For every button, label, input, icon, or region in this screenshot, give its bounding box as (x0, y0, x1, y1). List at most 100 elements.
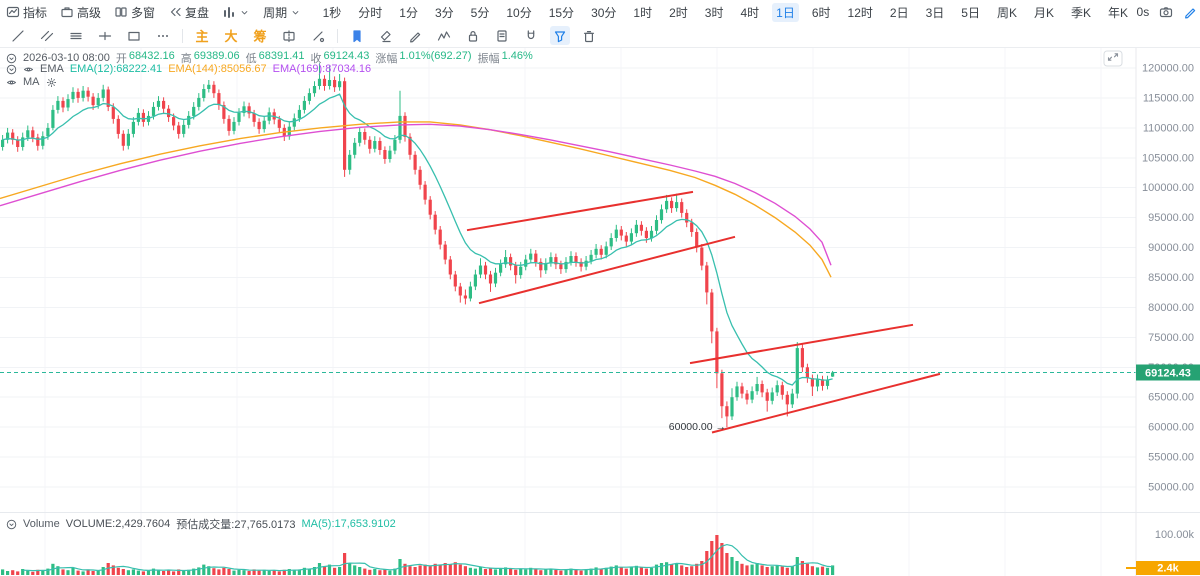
main-chart-toggle[interactable]: 主 (195, 29, 209, 44)
toolbar-left-group: 指标 高级 多窗 复盘 周期 (6, 4, 314, 21)
price-chart-pane: 120000.00 115000.00 110000.00 105000.00 1000… (0, 48, 1200, 512)
indicator-button[interactable]: 指标 (6, 4, 47, 21)
svg-text:55000.00: 55000.00 (1148, 452, 1194, 464)
horizontal-lines-tool[interactable] (66, 26, 86, 45)
more-tools-button[interactable] (153, 26, 173, 45)
pattern-tool[interactable] (434, 26, 454, 45)
chevron-down-icon (239, 7, 250, 18)
pencil-icon (1183, 5, 1197, 19)
timeframe-3时[interactable]: 3时 (704, 5, 724, 20)
timeframe-1日[interactable]: 1日 (772, 2, 799, 22)
indicator-icon (6, 5, 20, 19)
parallel-channel-tool[interactable] (37, 26, 57, 45)
timeframe-分时[interactable]: 分时 (358, 5, 383, 20)
high-value: 69389.06 (193, 50, 240, 62)
edit-tool[interactable] (405, 26, 425, 45)
volume-value: VOLUME:2,429.7604 (65, 518, 171, 530)
timeframe-1时[interactable]: 1时 (633, 5, 653, 20)
timeframe-年K[interactable]: 年K (1108, 5, 1129, 20)
close-value: 69124.43 (323, 50, 370, 62)
draw-button[interactable] (1183, 5, 1197, 19)
camera-icon (1159, 5, 1173, 19)
change-value: 1.01%(692.27) (399, 50, 472, 62)
open-value: 68432.16 (128, 50, 175, 62)
bookmark-tool[interactable] (347, 26, 367, 45)
toolbar-divider (182, 28, 183, 43)
timeframe-1分[interactable]: 1分 (399, 5, 418, 20)
multiwindow-button[interactable]: 多窗 (114, 4, 155, 21)
rect-icon (127, 29, 141, 43)
delete-tool[interactable] (579, 26, 599, 45)
large-chart-toggle[interactable]: 大 (224, 29, 238, 44)
pencil-icon (408, 29, 422, 43)
chip-distribution-toggle[interactable]: 筹 (253, 29, 267, 44)
ema-visibility-icon[interactable] (23, 64, 34, 75)
svg-text:95000.00: 95000.00 (1148, 212, 1194, 224)
toolbar-divider (337, 28, 338, 43)
timeframe-2时[interactable]: 2时 (669, 5, 688, 20)
maximize-pane-icon[interactable] (1103, 50, 1123, 67)
multiwindow-button-label: 多窗 (131, 5, 156, 20)
timeframe-4时[interactable]: 4时 (740, 5, 760, 20)
channel-icon (40, 29, 54, 43)
replay-button[interactable]: 复盘 (168, 4, 209, 21)
collapse-pane-icon[interactable] (6, 53, 17, 64)
lock-tool[interactable] (463, 26, 483, 45)
collapse-volume-icon[interactable] (6, 519, 17, 530)
timeframe-6时[interactable]: 6时 (811, 5, 831, 20)
svg-text:2.4k: 2.4k (1157, 563, 1179, 575)
replay-speed[interactable]: 0s (1137, 5, 1150, 19)
ma-settings-icon[interactable] (46, 77, 57, 88)
candle-datetime: 2026-03-10 08:00 (23, 52, 110, 64)
collapse-indicator-icon[interactable] (6, 64, 17, 75)
timeframe-周K[interactable]: 周K (996, 5, 1017, 20)
ema-mid-value: EMA(144):85056.67 (168, 63, 267, 75)
timeframe-3日[interactable]: 3日 (925, 5, 945, 20)
ma-visibility-icon[interactable] (6, 77, 17, 88)
screenshot-button[interactable] (1159, 5, 1173, 19)
timeframe-5日[interactable]: 5日 (961, 5, 980, 20)
rectangle-tool[interactable] (124, 26, 144, 45)
measure-icon (311, 29, 325, 43)
svg-text:85000.00: 85000.00 (1148, 272, 1194, 284)
magnet-tool[interactable] (521, 26, 541, 45)
timeframe-季K[interactable]: 季K (1071, 5, 1092, 20)
volume-chart-canvas[interactable]: 100.00k 2.4k (0, 513, 1200, 576)
period-dropdown-label: 周期 (263, 5, 288, 20)
timeframe-30分[interactable]: 30分 (591, 5, 617, 20)
period-dropdown[interactable]: 周期 (263, 4, 301, 21)
volume-badge: 2.4k (1136, 561, 1200, 575)
timeframe-月K[interactable]: 月K (1033, 5, 1054, 20)
pattern-icon (437, 29, 451, 43)
svg-text:100.00k: 100.00k (1155, 529, 1195, 541)
cross-line-icon (98, 29, 112, 43)
bookmark-icon (350, 29, 364, 43)
timeframe-3分[interactable]: 3分 (434, 5, 454, 20)
svg-text:100000.00: 100000.00 (1142, 182, 1194, 194)
chevron-down-icon (290, 7, 301, 18)
svg-text:90000.00: 90000.00 (1148, 242, 1194, 254)
timeframe-5分[interactable]: 5分 (470, 5, 490, 20)
candle-style-icon (222, 5, 236, 19)
eraser-tool[interactable] (376, 26, 396, 45)
timeframe-2日[interactable]: 2日 (889, 5, 909, 20)
flip-tool[interactable] (279, 26, 299, 45)
timeframe-1秒[interactable]: 1秒 (322, 5, 342, 20)
price-chart-canvas[interactable]: 120000.00 115000.00 110000.00 105000.00 1000… (0, 48, 1200, 512)
volume-pane: 100.00k 2.4k Volume VOLUME:2,429.7604 预估成… (0, 512, 1200, 576)
volume-legend: Volume VOLUME:2,429.7604 预估成交量:27,765.01… (6, 516, 396, 532)
filter-tool[interactable] (550, 26, 570, 45)
timeframe-12时[interactable]: 12时 (847, 5, 873, 20)
note-tool[interactable] (492, 26, 512, 45)
svg-text:60000.00: 60000.00 (1148, 422, 1194, 434)
open-label: 开 (115, 53, 127, 65)
flip-icon (282, 29, 296, 43)
timeframe-15分[interactable]: 15分 (548, 5, 575, 20)
cross-line-tool[interactable] (95, 26, 115, 45)
advanced-button[interactable]: 高级 (60, 4, 101, 21)
dots-icon (156, 29, 170, 43)
timeframe-10分[interactable]: 10分 (506, 5, 532, 20)
chart-style-dropdown[interactable] (222, 5, 250, 19)
trend-line-tool[interactable] (8, 26, 28, 45)
measure-tool[interactable] (308, 26, 328, 45)
